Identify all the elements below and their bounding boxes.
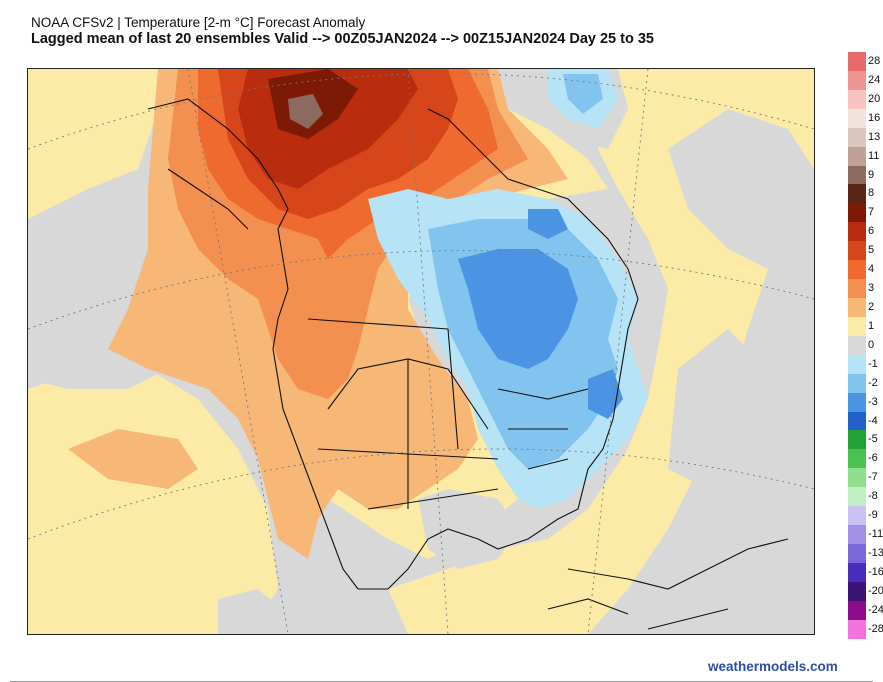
colorbar-swatch (848, 468, 866, 488)
colorbar-swatch (848, 543, 866, 563)
colorbar-label: 5 (868, 244, 875, 257)
cool-field-north-2 (563, 74, 603, 114)
colorbar-swatch (848, 127, 866, 147)
warm-peak (288, 94, 323, 129)
colorbar-label: -8 (868, 490, 878, 503)
colorbar-label: 16 (868, 111, 881, 124)
colorbar-swatch (848, 411, 866, 431)
colorbar-label: 28 (868, 55, 881, 67)
cool-field-3 (458, 209, 623, 419)
colorbar-label: 11 (868, 149, 880, 162)
colorbar-swatch (848, 619, 866, 639)
colorbar-swatch (848, 525, 866, 544)
colorbar-label: 3 (868, 282, 875, 295)
colorbar-swatch (848, 222, 866, 242)
colorbar-swatch (848, 241, 866, 261)
colorbar-swatch (848, 52, 866, 71)
colorbar-labels: 28 24 20 16 13 11 9 8 7 6 5 4 3 2 1 0 -1 -2 -3 -4 -5 -6 -7 -8 -9… (868, 52, 883, 639)
warm-field-1 (28, 69, 278, 634)
colorbar-swatch (848, 203, 866, 223)
colorbar-label: -7 (868, 471, 878, 484)
colorbar-label: -28 (868, 622, 883, 635)
colorbar-label: 2 (868, 300, 875, 313)
colorbar (848, 52, 866, 639)
neutral-patch-gulf (218, 489, 518, 634)
colorbar-label: 13 (868, 130, 881, 143)
colorbar-label: 6 (868, 225, 875, 238)
colorbar-swatch (848, 70, 866, 90)
colorbar-label: -4 (868, 414, 878, 427)
colorbar-swatch (848, 165, 866, 185)
colorbar-label: -9 (868, 509, 878, 522)
anomaly-map (27, 68, 815, 635)
colorbar-swatch (848, 89, 866, 109)
colorbar-swatch (848, 373, 866, 393)
colorbar-label: 0 (868, 338, 875, 351)
colorbar-swatch (848, 581, 866, 601)
colorbar-label: 1 (868, 319, 875, 332)
colorbar-swatch (848, 600, 866, 620)
colorbar-swatch (848, 146, 866, 166)
colorbar-swatch (848, 184, 866, 204)
colorbar-label: -5 (868, 433, 878, 446)
colorbar-swatch (848, 354, 866, 374)
colorbar-label: -24 (868, 603, 883, 616)
chart-title: NOAA CFSv2 | Temperature [2-m °C] Foreca… (31, 15, 366, 30)
colorbar-label: 20 (868, 92, 881, 105)
colorbar-label: 9 (868, 168, 875, 181)
colorbar-label: -13 (868, 546, 883, 559)
chart-subtitle: Lagged mean of last 20 ensembles Valid -… (31, 31, 654, 47)
colorbar-swatch (848, 506, 866, 526)
colorbar-label: -20 (868, 584, 883, 597)
colorbar-label: -2 (868, 376, 878, 389)
coastlines (147, 98, 789, 630)
colorbar-swatch (848, 430, 866, 450)
colorbar-swatch (848, 487, 866, 507)
colorbar-swatch (848, 335, 866, 355)
colorbar-label: -11 (868, 528, 883, 541)
colorbar-label: 4 (868, 263, 875, 276)
colorbar-swatch (848, 316, 866, 336)
colorbar-label: -3 (868, 395, 878, 408)
graticule (28, 69, 814, 634)
colorbar-label: 24 (868, 73, 881, 86)
colorbar-swatch (848, 260, 866, 280)
colorbar-label: 7 (868, 206, 875, 219)
colorbar-swatch (848, 392, 866, 412)
colorbar-swatch (848, 108, 866, 128)
colorbar-swatch (848, 449, 866, 469)
colorbar-swatch (848, 297, 866, 317)
colorbar-label: -6 (868, 452, 878, 465)
credit-link[interactable]: weathermodels.com (708, 659, 838, 674)
colorbar-label: 8 (868, 187, 875, 200)
colorbar-swatch (848, 562, 866, 582)
warm-field-orange-2 (68, 429, 198, 489)
neutral-patch-atlantic (668, 109, 814, 489)
colorbar-label: -1 (868, 357, 878, 370)
map-canvas (28, 69, 814, 634)
colorbar-swatch (848, 279, 866, 298)
colorbar-label: -16 (868, 565, 883, 578)
